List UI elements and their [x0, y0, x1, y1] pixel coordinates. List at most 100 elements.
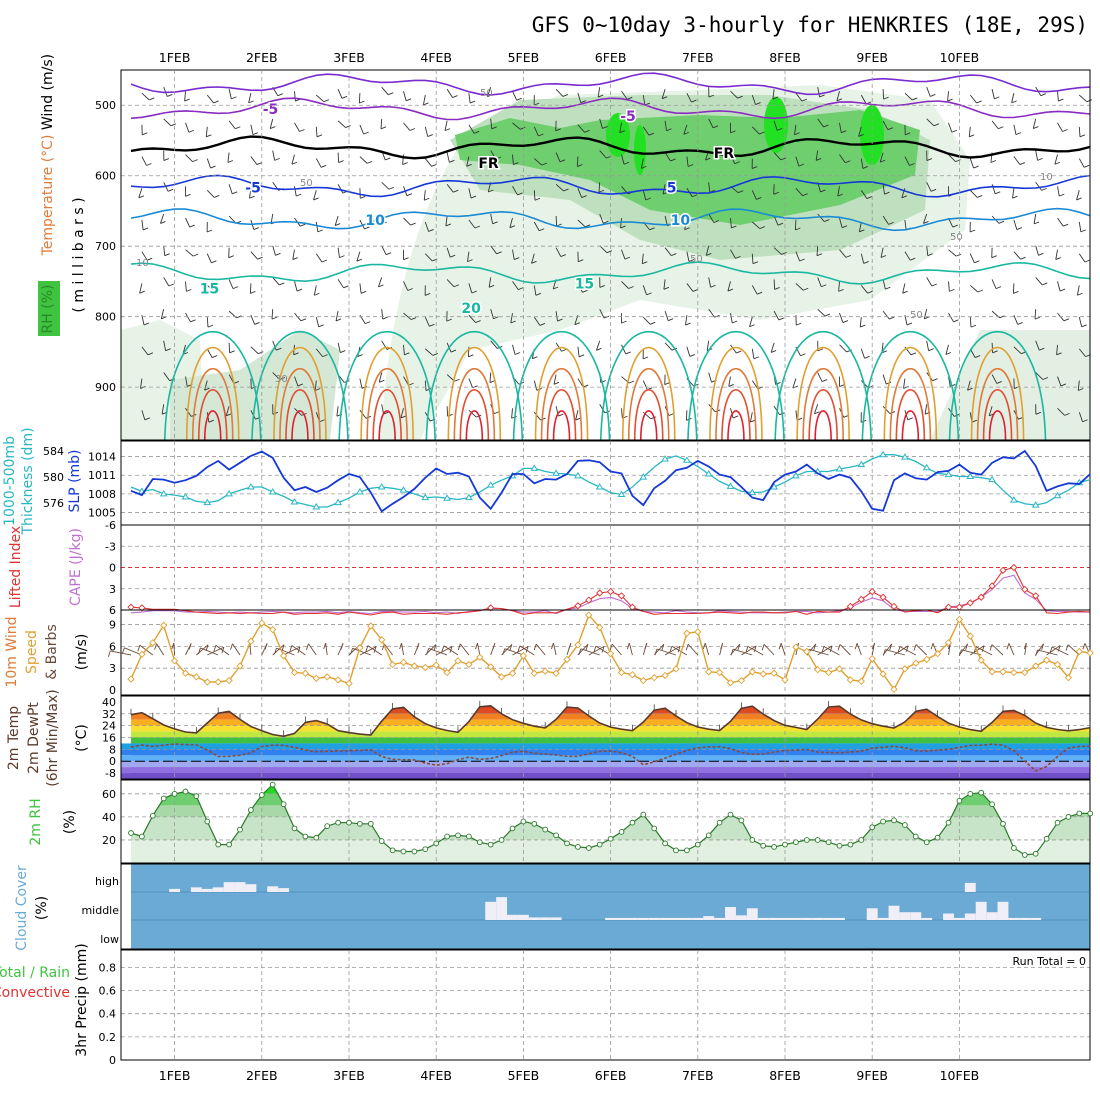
wind-barb — [1057, 122, 1063, 132]
wind-barb — [795, 283, 804, 291]
thickness-line — [130, 454, 1091, 508]
wind-barb — [575, 410, 579, 421]
wind-barb — [300, 223, 306, 227]
wind-barb — [383, 411, 389, 415]
wind-barb — [264, 643, 268, 650]
wind-barb — [502, 648, 506, 655]
wind-barb — [663, 279, 666, 290]
rh-marker — [160, 795, 167, 802]
lifted-index-axis-label: Lifted Index — [8, 526, 24, 608]
slp-tick: 1005 — [88, 507, 116, 520]
rh-marker — [258, 792, 265, 798]
wind-barb — [974, 260, 980, 264]
lifted-index-marker — [999, 566, 1007, 574]
wind-barb — [257, 256, 263, 260]
cloud-bar — [964, 913, 976, 920]
wind-barb — [862, 166, 869, 169]
wind-speed-marker — [770, 669, 778, 677]
cloud-bar — [975, 901, 987, 920]
wind-barb — [339, 255, 345, 259]
slp-line — [130, 449, 1091, 513]
rh-marker — [891, 817, 897, 824]
wind-barb — [334, 215, 339, 226]
rh-tick: 60 — [102, 788, 116, 801]
wind-barb — [838, 288, 844, 292]
wind-barb — [1011, 100, 1017, 104]
wind-barb — [728, 376, 731, 387]
wind-barb — [1065, 644, 1069, 651]
rh-marker — [989, 801, 995, 808]
wind-barb — [905, 132, 911, 136]
rh-marker — [705, 832, 712, 839]
temperature-contour — [774, 330, 872, 441]
wind-barb — [343, 285, 349, 289]
wind-barb — [352, 647, 371, 656]
wind-speed-marker — [977, 656, 985, 664]
temperature-contour — [163, 330, 262, 441]
wind-barb — [708, 118, 714, 129]
wind-barb — [1057, 186, 1060, 197]
wind-barb — [254, 321, 260, 325]
rh-marker — [542, 826, 549, 833]
wind-barb — [207, 285, 216, 293]
wind-speed-marker — [334, 676, 342, 684]
temperature-contour — [687, 330, 785, 441]
wind-barb — [450, 349, 457, 353]
date-label: 5FEB — [508, 50, 540, 65]
wind-barb — [817, 348, 824, 352]
wind-speed-marker — [639, 676, 647, 685]
wind-barb — [730, 90, 738, 99]
wind-barb — [926, 182, 932, 192]
lifted-index-marker — [606, 587, 615, 596]
thickness-marker — [356, 488, 364, 495]
wind-barb — [880, 247, 884, 258]
temperature-contour — [130, 174, 1091, 198]
wind-barb — [597, 94, 604, 98]
contour-label: 10 — [671, 213, 691, 229]
wind-barb — [599, 150, 607, 159]
wind-barb — [319, 419, 325, 423]
wind-barb — [215, 645, 230, 656]
wind-barb — [860, 190, 868, 199]
wind-barb — [884, 191, 890, 195]
upper-air-panel: -5 -5 FR FR -5 5 10 10 15 15 20 50 50 50 50 50 10 10 30 500… — [38, 54, 1093, 441]
temperature-contour — [512, 330, 611, 441]
wind-barb — [297, 383, 304, 387]
rh-contour-label: 50 — [690, 254, 703, 265]
wind-barb — [821, 646, 825, 653]
wind-barb — [948, 281, 950, 292]
wind-barb — [730, 649, 734, 656]
wind-barb — [732, 415, 739, 419]
wind-speed-marker — [1010, 668, 1018, 677]
cloud-bar — [692, 917, 704, 920]
wind-barb — [229, 350, 235, 354]
wind-barb — [468, 283, 473, 294]
wind-barb — [450, 254, 456, 258]
wind-speed-marker — [541, 667, 549, 675]
wind-barb — [424, 221, 429, 232]
wind-barb — [378, 372, 383, 383]
rh-marker — [749, 837, 756, 843]
wind-barb — [841, 225, 848, 229]
wind-barb — [802, 193, 808, 197]
wind-barb — [1077, 292, 1083, 296]
wind-barb — [969, 229, 976, 233]
wind-barb — [206, 158, 211, 169]
wind-barb — [817, 645, 833, 656]
wind-barb — [927, 253, 933, 257]
wind-barb — [708, 308, 715, 318]
wind-barb — [599, 245, 608, 253]
wind-barb — [1020, 256, 1026, 260]
wind-barb — [773, 215, 779, 226]
wind-barb — [491, 126, 497, 130]
wind-barb — [991, 120, 999, 130]
wind-speed-marker — [356, 644, 364, 652]
wind-speed-marker — [138, 650, 146, 659]
wind-barb — [778, 317, 784, 321]
wind-speed-marker — [868, 655, 876, 663]
wind-barb — [967, 380, 971, 391]
thickness-marker — [268, 488, 277, 495]
wind-barb — [552, 642, 557, 656]
wind-barb — [138, 188, 143, 198]
wind-barb — [227, 152, 230, 163]
